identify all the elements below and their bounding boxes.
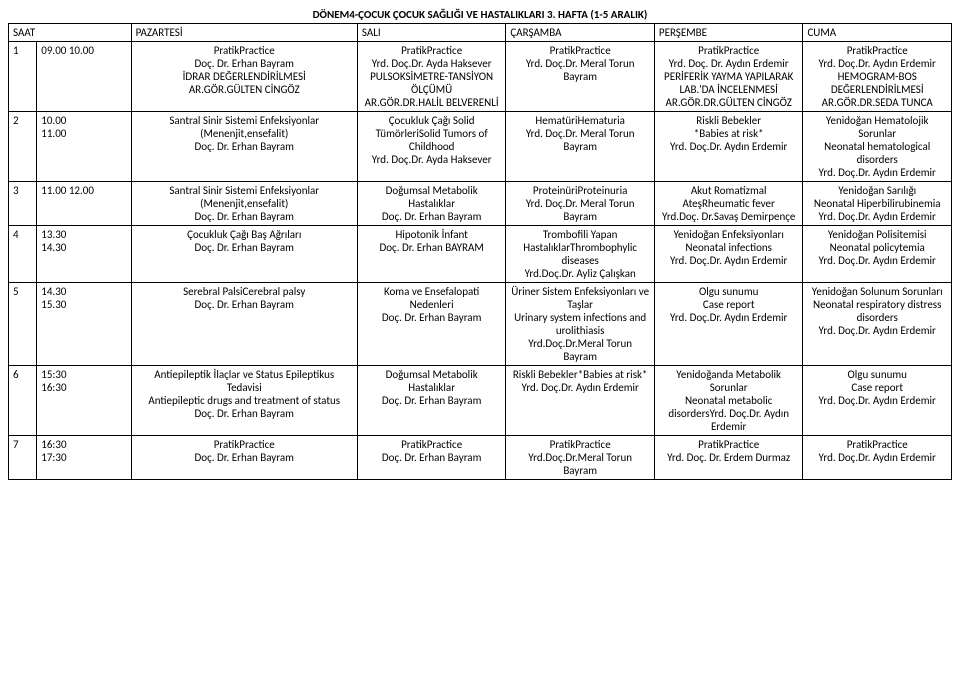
schedule-cell: Riskli Bebekler *Babies at risk* Yrd. Do…	[654, 112, 803, 182]
schedule-cell: Akut Romatizmal AteşRheumatic fever Yrd.…	[654, 182, 803, 226]
schedule-cell: PratikPractice Yrd.Doç.Dr.Meral Torun Ba…	[506, 436, 655, 480]
schedule-cell: PratikPractice Doç. Dr. Erhan Bayram İDR…	[131, 42, 357, 112]
time-cell: 13.30 14.30	[37, 226, 131, 283]
schedule-cell: PratikPractice Yrd. Doç. Dr. Aydın Erdem…	[654, 42, 803, 112]
time-cell: 09.00 10.00	[37, 42, 131, 112]
row-number: 1	[9, 42, 37, 112]
row-number: 3	[9, 182, 37, 226]
table-row: 514.30 15.30Serebral PalsiCerebral palsy…	[9, 283, 952, 366]
schedule-cell: Yenidoğan Sarılığı Neonatal Hiperbilirub…	[803, 182, 952, 226]
header-cuma: CUMA	[803, 24, 952, 42]
schedule-cell: Çocukluk Çağı Solid TümörleriSolid Tumor…	[357, 112, 506, 182]
schedule-cell: Olgu sunumu Case report Yrd. Doç.Dr. Ayd…	[654, 283, 803, 366]
schedule-cell: Doğumsal Metabolik Hastalıklar Doç. Dr. …	[357, 182, 506, 226]
row-number: 5	[9, 283, 37, 366]
schedule-cell: HematüriHematuria Yrd. Doç.Dr. Meral Tor…	[506, 112, 655, 182]
page-title: DÖNEM4-ÇOCUK ÇOCUK SAĞLIĞI VE HASTALIKLA…	[8, 8, 952, 21]
schedule-cell: Yenidoğanda Metabolik Sorunlar Neonatal …	[654, 366, 803, 436]
table-row: 210.00 11.00Santral Sinir Sistemi Enfeks…	[9, 112, 952, 182]
schedule-cell: Üriner Sistem Enfeksiyonları ve Taşlar U…	[506, 283, 655, 366]
schedule-cell: Riskli Bebekler*Babies at risk* Yrd. Doç…	[506, 366, 655, 436]
table-row: 413.30 14.30Çocukluk Çağı Baş Ağrıları D…	[9, 226, 952, 283]
schedule-cell: ProteinüriProteinuria Yrd. Doç.Dr. Meral…	[506, 182, 655, 226]
row-number: 6	[9, 366, 37, 436]
schedule-cell: PratikPractice Yrd. Doç. Dr. Erdem Durma…	[654, 436, 803, 480]
header-pazartesi: PAZARTESİ	[131, 24, 357, 42]
time-cell: 15:30 16:30	[37, 366, 131, 436]
schedule-cell: Antiepileptik İlaçlar ve Status Epilepti…	[131, 366, 357, 436]
time-cell: 14.30 15.30	[37, 283, 131, 366]
schedule-cell: Santral Sinir Sistemi Enfeksiyonlar (Men…	[131, 182, 357, 226]
schedule-cell: Yenidoğan Hematolojik Sorunlar Neonatal …	[803, 112, 952, 182]
schedule-cell: PratikPractice Doç. Dr. Erhan Bayram	[131, 436, 357, 480]
header-persembe: PERŞEMBE	[654, 24, 803, 42]
schedule-cell: PratikPractice Yrd. Doç.Dr. Ayda Hakseve…	[357, 42, 506, 112]
header-sali: SALI	[357, 24, 506, 42]
header-saat: SAAT	[9, 24, 132, 42]
schedule-cell: PratikPractice Doç. Dr. Erhan Bayram	[357, 436, 506, 480]
schedule-cell: Santral Sinir Sistemi Enfeksiyonlar (Men…	[131, 112, 357, 182]
table-row: 615:30 16:30Antiepileptik İlaçlar ve Sta…	[9, 366, 952, 436]
row-number: 2	[9, 112, 37, 182]
schedule-cell: Çocukluk Çağı Baş Ağrıları Doç. Dr. Erha…	[131, 226, 357, 283]
schedule-cell: Yenidoğan Solunum Sorunları Neonatal res…	[803, 283, 952, 366]
time-cell: 16:30 17:30	[37, 436, 131, 480]
header-row: SAAT PAZARTESİ SALI ÇARŞAMBA PERŞEMBE CU…	[9, 24, 952, 42]
row-number: 7	[9, 436, 37, 480]
schedule-cell: Hipotonik İnfant Doç. Dr. Erhan BAYRAM	[357, 226, 506, 283]
schedule-cell: Yenidoğan Enfeksiyonları Neonatal infect…	[654, 226, 803, 283]
schedule-cell: Koma ve Ensefalopati Nedenleri Doç. Dr. …	[357, 283, 506, 366]
schedule-cell: Olgu sunumu Case report Yrd. Doç.Dr. Ayd…	[803, 366, 952, 436]
schedule-cell: Serebral PalsiCerebral palsy Doç. Dr. Er…	[131, 283, 357, 366]
schedule-cell: Doğumsal Metabolik Hastalıklar Doç. Dr. …	[357, 366, 506, 436]
schedule-cell: PratikPractice Yrd. Doç.Dr. Aydın Erdemi…	[803, 42, 952, 112]
time-cell: 11.00 12.00	[37, 182, 131, 226]
header-carsamba: ÇARŞAMBA	[506, 24, 655, 42]
schedule-table: SAAT PAZARTESİ SALI ÇARŞAMBA PERŞEMBE CU…	[8, 23, 952, 480]
row-number: 4	[9, 226, 37, 283]
schedule-cell: Yenidoğan Polisitemisi Neonatal policyte…	[803, 226, 952, 283]
time-cell: 10.00 11.00	[37, 112, 131, 182]
table-row: 311.00 12.00Santral Sinir Sistemi Enfeks…	[9, 182, 952, 226]
table-row: 716:30 17:30PratikPractice Doç. Dr. Erha…	[9, 436, 952, 480]
table-row: 109.00 10.00PratikPractice Doç. Dr. Erha…	[9, 42, 952, 112]
schedule-cell: Trombofili Yapan HastalıklarThrombophyli…	[506, 226, 655, 283]
schedule-cell: PratikPractice Yrd. Doç.Dr. Aydın Erdemi…	[803, 436, 952, 480]
schedule-cell: PratikPractice Yrd. Doç.Dr. Meral Torun …	[506, 42, 655, 112]
